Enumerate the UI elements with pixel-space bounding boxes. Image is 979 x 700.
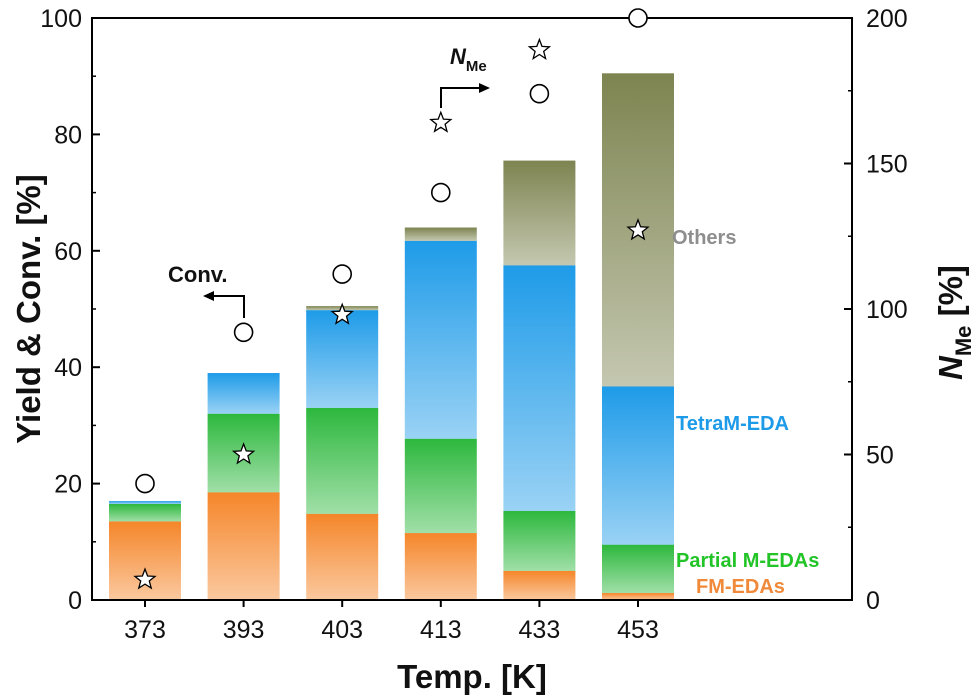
x-tick-label: 453 [617, 616, 659, 644]
bar-others-433 [503, 160, 576, 266]
bar-fm-edas-403 [306, 513, 379, 600]
nme-arrow [440, 83, 490, 108]
x-tick-label: 403 [321, 616, 363, 644]
nme-marker-433 [527, 37, 552, 60]
bar-fm-edas-433 [503, 570, 576, 600]
left-y-tick-label: 40 [54, 354, 82, 382]
nme-marker-393 [231, 442, 256, 465]
nme-marker-413 [429, 110, 453, 133]
left-y-tick-label: 0 [68, 587, 82, 615]
conv-marker-453 [628, 8, 648, 28]
x-tick-label: 393 [223, 616, 265, 644]
bar-partial-m-edas-373 [109, 503, 181, 522]
bar-tetram-eda-413 [404, 240, 477, 439]
series-label-partial-m-edas: Partial M-EDAs [676, 550, 819, 572]
right-y-tick-label: 50 [866, 442, 894, 470]
x-tick-label: 433 [519, 616, 561, 644]
nme-annotation: NMe [450, 44, 487, 75]
x-axis-title: Temp. [K] [397, 658, 547, 695]
nme-marker-373 [133, 567, 157, 590]
conv-marker-413 [430, 182, 451, 203]
bar-tetram-eda-403 [306, 310, 379, 408]
bar-tetram-eda-453 [602, 386, 674, 545]
bar-tetram-eda-393 [207, 373, 280, 414]
bar-tetram-eda-433 [503, 265, 576, 511]
bar-fm-edas-413 [404, 533, 477, 600]
x-tick-label: 413 [420, 616, 462, 644]
bar-fm-edas-393 [207, 492, 280, 600]
right-y-tick-label: 150 [866, 151, 908, 179]
left-y-ticks: 0 20 40 60 80 100 [40, 5, 100, 615]
right-y-axis-title: NMe [%] [932, 265, 976, 380]
left-y-axis-title: Yield & Conv. [%] [10, 174, 47, 444]
conv-marker-433 [529, 83, 550, 104]
bar-partial-m-edas-413 [404, 438, 477, 534]
right-y-tick-label: 100 [866, 296, 908, 324]
bar-partial-m-edas-453 [602, 544, 674, 594]
conv-arrow [203, 291, 245, 318]
nme-marker-403 [330, 302, 354, 325]
left-y-tick-label: 80 [54, 121, 82, 149]
series-labels: Others TetraM-EDA Partial M-EDAs FM-EDAs [672, 227, 819, 598]
conv-marker-403 [332, 264, 353, 284]
x-ticks: 373 393 403 413 433 453 [124, 600, 659, 644]
conv-marker-373 [135, 473, 155, 494]
right-y-tick-label: 200 [866, 5, 908, 33]
series-label-others: Others [672, 227, 736, 249]
left-y-tick-label: 20 [54, 471, 82, 499]
stacked-bars [109, 73, 674, 600]
right-y-ticks: 0 50 100 150 200 [844, 5, 908, 615]
bar-tetram-eda-373 [109, 501, 181, 504]
x-tick-label: 373 [124, 616, 166, 644]
bar-partial-m-edas-403 [306, 407, 379, 514]
right-y-tick-label: 0 [866, 587, 880, 615]
conv-marker-393 [233, 322, 254, 343]
bar-partial-m-edas-433 [503, 510, 576, 571]
series-label-tetram-eda: TetraM-EDA [676, 413, 789, 435]
markers [133, 8, 650, 590]
left-y-tick-label: 100 [40, 5, 82, 33]
bar-fm-edas-453 [602, 593, 674, 600]
bar-others-413 [404, 227, 477, 241]
bar-fm-edas-373 [109, 521, 181, 600]
left-y-tick-label: 60 [54, 238, 82, 266]
series-label-fm-edas: FM-EDAs [696, 576, 785, 598]
nme-marker-453 [626, 218, 650, 241]
conv-annotation: Conv. [168, 262, 227, 287]
